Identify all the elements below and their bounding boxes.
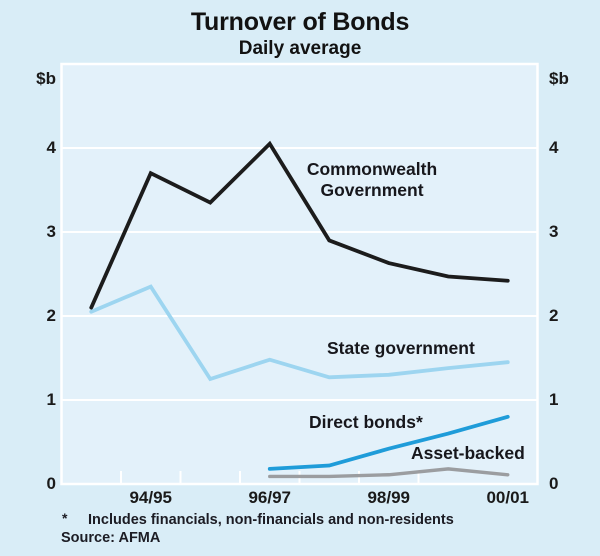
x-axis-label: 98/99 <box>367 488 411 507</box>
y-axis-label: 4 <box>46 138 56 157</box>
series-line-asset-backed <box>268 467 510 479</box>
x-axis-label: 94/95 <box>129 488 173 507</box>
y-axis-label: 1 <box>46 390 56 409</box>
series-label-line: Government <box>320 180 424 200</box>
y-axis-label: 3 <box>46 222 56 241</box>
y-axis-label: 0 <box>46 474 56 493</box>
series-label-asset-backed: Asset-backed <box>411 443 525 463</box>
y-axis-label: 4 <box>549 138 559 157</box>
x-axis-label: 00/01 <box>486 488 530 507</box>
series-line-state-government <box>89 284 510 382</box>
y-axis-label: 2 <box>46 306 56 325</box>
plot-frame <box>60 62 539 486</box>
y-axis-label: 3 <box>549 222 559 241</box>
y-axis-label: 1 <box>549 390 559 409</box>
source-text: Source: AFMA <box>61 530 161 546</box>
series-label-commonwealth-government: Commonwealth Government <box>294 159 450 201</box>
series-label-line: Commonwealth <box>306 159 438 179</box>
x-axis-label: 96/97 <box>248 488 292 507</box>
chart-title: Turnover of Bonds <box>190 8 410 36</box>
plot-background <box>61 64 538 484</box>
y-axis-unit-left: $b <box>36 69 56 88</box>
series-label-state-government: State government <box>327 338 475 358</box>
footnote-marker: * <box>62 510 68 526</box>
y-axis-label: 2 <box>549 306 559 325</box>
y-axis-unit-right: $b <box>549 69 569 88</box>
series-label-direct-bonds: Direct bonds* <box>309 412 423 432</box>
footnote-text: Includes financials, non-financials and … <box>88 512 454 528</box>
y-axis-label: 0 <box>549 474 559 493</box>
series-line-commonwealth-government <box>89 140 510 310</box>
chart-subtitle: Daily average <box>238 38 362 59</box>
series-line-direct-bonds- <box>267 414 510 471</box>
